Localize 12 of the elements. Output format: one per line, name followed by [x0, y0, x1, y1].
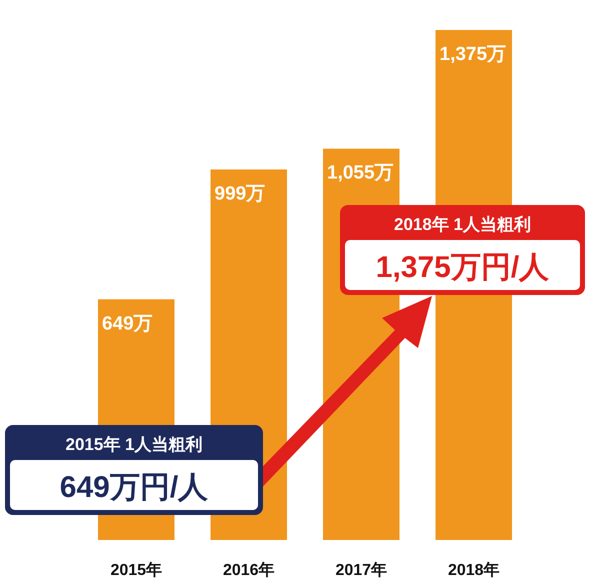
annotation: 649万円/人 [60, 471, 210, 504]
x-tick-label: 2018年 [448, 561, 500, 579]
annotation: 2015年 1人当粗利 [66, 435, 202, 454]
annotation: 1,375万円/人 [376, 251, 550, 284]
data-label: 999万 [214, 183, 266, 204]
x-tick-label: 2015年 [110, 561, 162, 579]
x-tick-label: 2016年 [222, 561, 275, 579]
data-label: 1,375万 [440, 44, 506, 65]
x-tick-label: 2017年 [335, 561, 388, 579]
annotation: 2018年 1人当粗利 [394, 215, 531, 234]
data-label: 649万 [102, 313, 153, 334]
data-label: 1,055万 [327, 162, 394, 184]
